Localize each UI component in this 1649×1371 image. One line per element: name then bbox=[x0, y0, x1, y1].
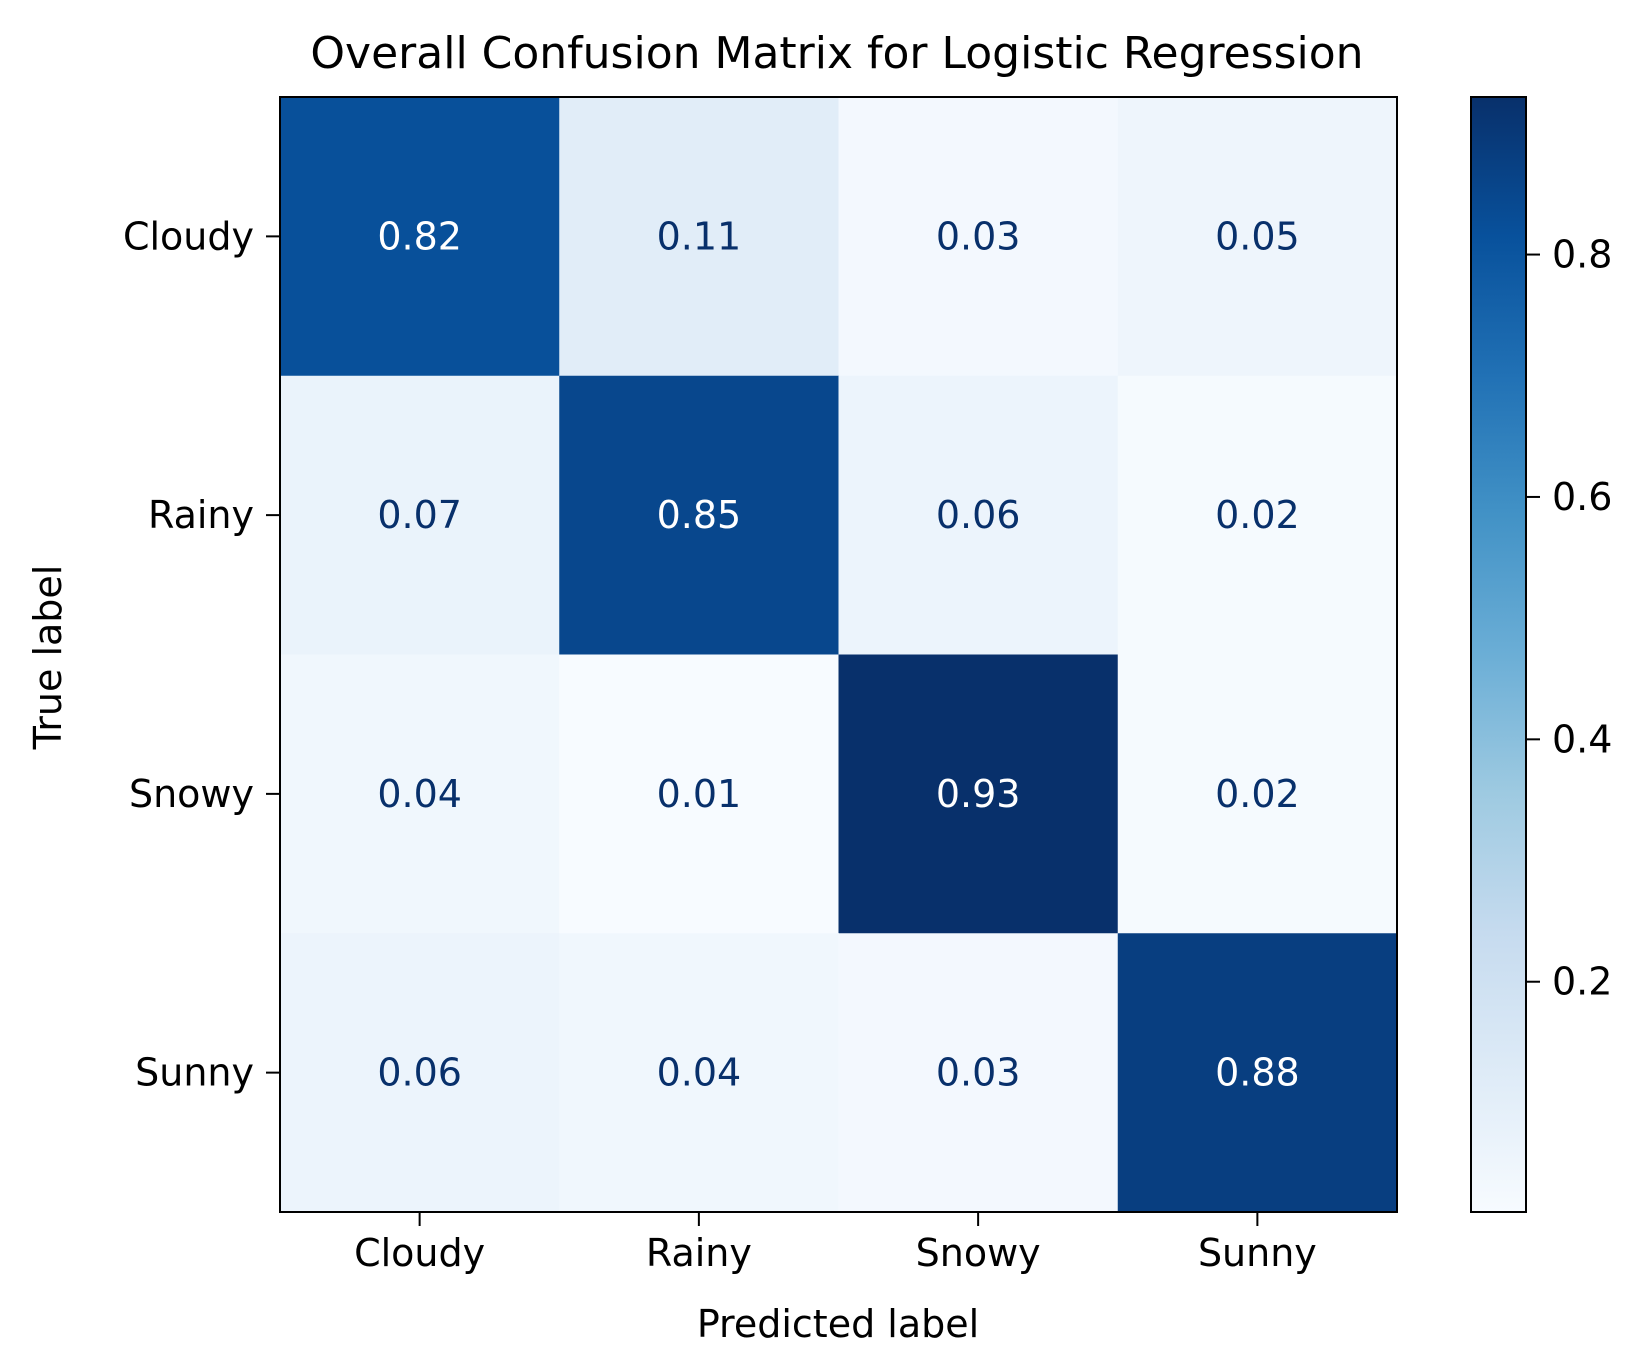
cell-value-label: 0.03 bbox=[936, 214, 1021, 258]
cell-value-label: 0.03 bbox=[936, 1051, 1021, 1095]
colorbar-tick-label: 0.8 bbox=[1552, 233, 1612, 277]
cell-value-label: 0.02 bbox=[1215, 772, 1300, 816]
y-axis-label: True label bbox=[26, 565, 70, 751]
cell-value-label: 0.06 bbox=[377, 1051, 462, 1095]
matrix-value-labels: 0.82 0.11 0.03 0.05 0.07 0.85 0.06 0.02 0.04 0.01… bbox=[377, 214, 1299, 1094]
y-axis-ticks: Cloudy Rainy Snowy Sunny bbox=[123, 214, 280, 1095]
matrix-cell bbox=[838, 933, 1119, 1213]
x-tick-label: Sunny bbox=[1198, 1231, 1317, 1275]
cell-value-label: 0.04 bbox=[377, 772, 462, 816]
cell-value-label: 0.07 bbox=[377, 493, 462, 537]
matrix-cell bbox=[559, 97, 839, 377]
cell-value-label: 0.01 bbox=[657, 772, 742, 816]
colorbar-tick-label: 0.4 bbox=[1552, 717, 1612, 761]
x-tick-label: Cloudy bbox=[354, 1231, 485, 1275]
cell-value-label: 0.04 bbox=[657, 1051, 742, 1095]
matrix-cell bbox=[838, 97, 1119, 377]
matrix-cell bbox=[280, 375, 560, 655]
colorbar-tick-label: 0.6 bbox=[1552, 475, 1612, 519]
cell-value-label: 0.11 bbox=[657, 214, 742, 258]
y-tick-label: Rainy bbox=[148, 493, 254, 537]
matrix-cell bbox=[838, 654, 1119, 934]
matrix-cell bbox=[1117, 97, 1398, 377]
matrix-cell bbox=[838, 375, 1119, 655]
x-tick-label: Snowy bbox=[916, 1231, 1041, 1275]
cell-value-label: 0.02 bbox=[1215, 493, 1300, 537]
cell-value-label: 0.93 bbox=[936, 772, 1021, 816]
matrix-cell bbox=[1117, 375, 1398, 655]
x-axis-label: Predicted label bbox=[697, 1302, 979, 1346]
cell-value-label: 0.85 bbox=[657, 493, 742, 537]
x-tick-label: Rainy bbox=[646, 1231, 752, 1275]
colorbar-tick-label: 0.2 bbox=[1552, 960, 1612, 1004]
y-tick-label: Cloudy bbox=[123, 214, 254, 258]
matrix-cell bbox=[280, 97, 560, 377]
matrix-cell bbox=[1117, 654, 1398, 934]
colorbar bbox=[1470, 96, 1527, 1213]
plot-frame bbox=[279, 96, 1398, 1213]
matrix-cell bbox=[559, 375, 839, 655]
cell-value-label: 0.82 bbox=[377, 214, 462, 258]
cell-value-label: 0.88 bbox=[1215, 1051, 1300, 1095]
colorbar-ticks: 0.2 0.4 0.6 0.8 bbox=[1526, 233, 1612, 1004]
cell-value-label: 0.05 bbox=[1215, 214, 1300, 258]
x-axis-ticks: Cloudy Rainy Snowy Sunny bbox=[354, 1212, 1317, 1275]
matrix-cell bbox=[559, 933, 839, 1213]
matrix-cell bbox=[280, 654, 560, 934]
cell-value-label: 0.06 bbox=[936, 493, 1021, 537]
matrix-cell bbox=[280, 933, 560, 1213]
matrix-cells bbox=[280, 97, 1398, 1213]
chart-title: Overall Confusion Matrix for Logistic Re… bbox=[310, 28, 1363, 79]
y-tick-label: Sunny bbox=[135, 1051, 254, 1095]
matrix-cell bbox=[1117, 933, 1398, 1213]
matrix-cell bbox=[559, 654, 839, 934]
y-tick-label: Snowy bbox=[129, 772, 254, 816]
